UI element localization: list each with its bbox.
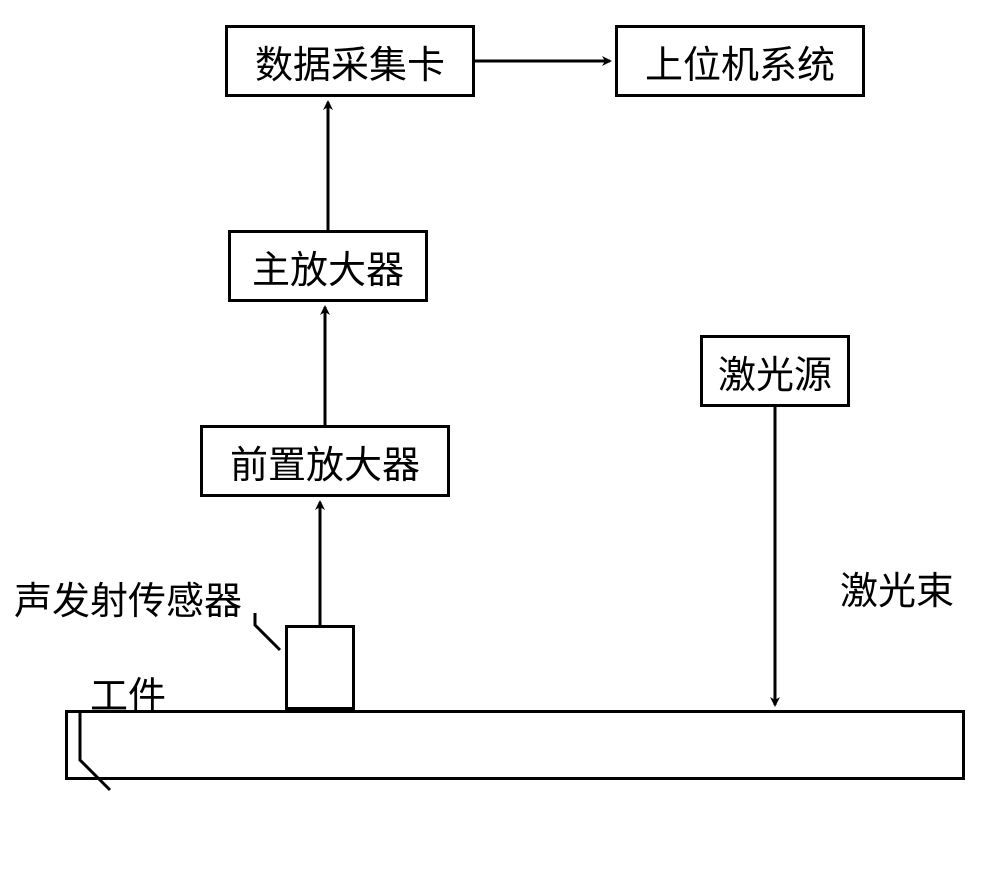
node-daq: 数据采集卡 bbox=[225, 25, 475, 97]
node-pre-amp: 前置放大器 bbox=[200, 425, 450, 497]
node-sensor bbox=[285, 625, 355, 710]
node-host-label: 上位机系统 bbox=[645, 34, 835, 89]
node-laser-source: 激光源 bbox=[700, 335, 850, 407]
annotation-sensor-text: 声发射传感器 bbox=[14, 581, 242, 623]
node-laser-source-label: 激光源 bbox=[718, 344, 832, 399]
annotation-laser-beam-text: 激光束 bbox=[840, 571, 954, 613]
annotation-workpiece-label: 工件 bbox=[90, 665, 166, 720]
annotation-workpiece-text: 工件 bbox=[90, 676, 166, 718]
diagram-canvas: 数据采集卡 上位机系统 主放大器 前置放大器 激光源 声发射传感器 工件 激光束 bbox=[0, 0, 1000, 875]
annotation-sensor-label: 声发射传感器 bbox=[14, 570, 242, 625]
node-host: 上位机系统 bbox=[615, 25, 865, 97]
annotation-laser-beam-label: 激光束 bbox=[840, 560, 954, 615]
node-daq-label: 数据采集卡 bbox=[255, 34, 445, 89]
node-workpiece bbox=[65, 710, 965, 780]
node-main-amp: 主放大器 bbox=[228, 230, 428, 302]
node-main-amp-label: 主放大器 bbox=[252, 239, 404, 294]
leader-sensor bbox=[255, 613, 280, 650]
node-pre-amp-label: 前置放大器 bbox=[230, 434, 420, 489]
